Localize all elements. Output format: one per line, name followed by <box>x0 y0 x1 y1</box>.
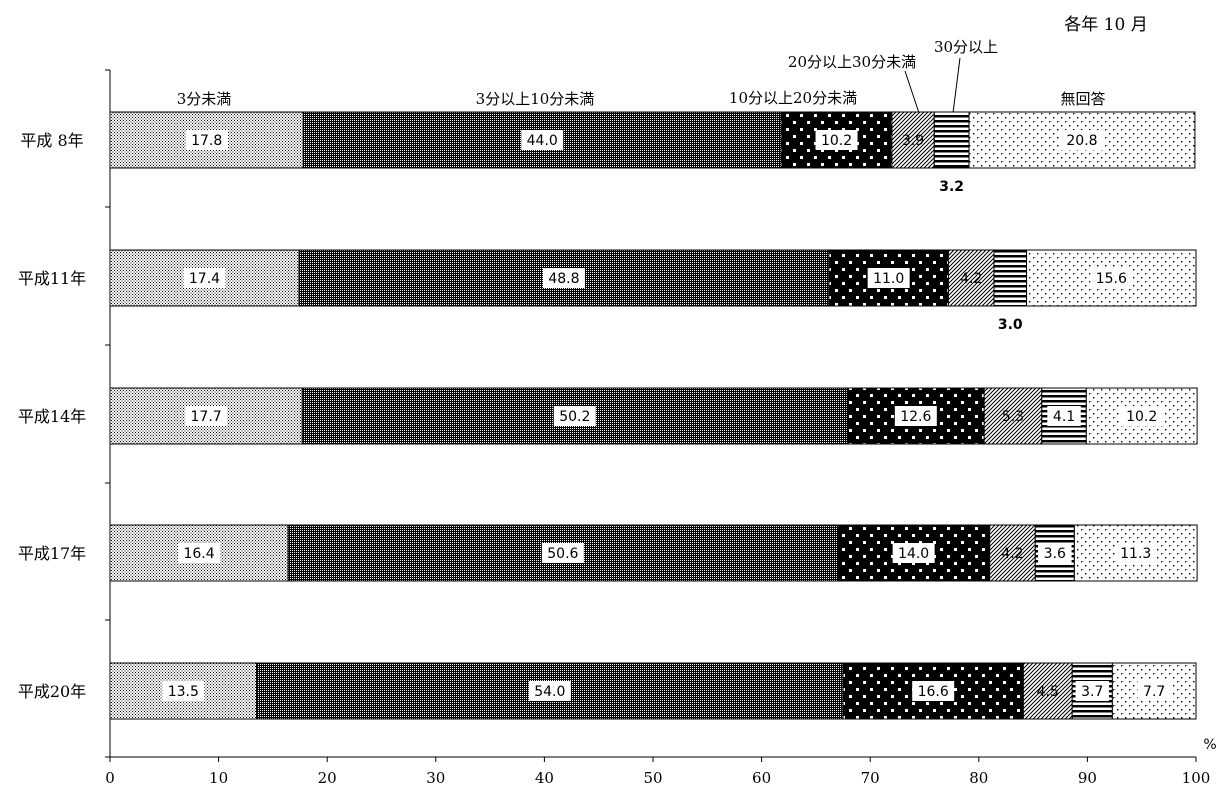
value-label-box <box>1075 681 1110 701</box>
value-label: 4.2 <box>960 271 982 287</box>
value-label: 13.5 <box>168 684 199 700</box>
value-label: 17.7 <box>191 409 222 425</box>
bar-row: 平成11年 17.4 48.8 11.0 4.2 3.0 15.6 <box>18 249 1197 333</box>
value-label: 50.2 <box>559 409 590 425</box>
leader-line-over-30min <box>952 57 961 114</box>
x-tick-label: 0 <box>105 769 115 787</box>
series-label-over-30min: 30分以上 <box>934 38 998 56</box>
bar-row: 平成 8年 17.8 44.0 10.2 3.9 3.2 20.8 <box>20 111 1196 195</box>
value-label-box <box>528 681 571 701</box>
value-label-box <box>162 681 205 701</box>
x-tick-label: 80 <box>969 769 988 787</box>
value-label: 12.6 <box>900 409 931 425</box>
value-label: 50.6 <box>547 546 578 562</box>
value-label-box <box>553 406 596 426</box>
category-label: 平成17年 <box>18 544 86 563</box>
bar-segment <box>933 111 970 169</box>
bar-segment <box>947 249 995 307</box>
value-label-box <box>1038 543 1072 563</box>
value-label-box <box>892 543 935 563</box>
value-label-box <box>894 406 937 426</box>
value-label: 4.2 <box>1001 546 1023 562</box>
bars-group: 平成 8年 17.8 44.0 10.2 3.9 3.2 20.8 平成11年 17.4 48.8… <box>18 111 1198 720</box>
value-label-box <box>1090 268 1133 288</box>
value-label: 48.8 <box>548 271 579 287</box>
bar-segment <box>302 111 782 169</box>
value-label: 10.2 <box>1126 409 1157 425</box>
bar-segment <box>1022 662 1073 720</box>
bar-segment <box>993 249 1028 307</box>
value-label-box <box>178 543 221 563</box>
value-label: 10.2 <box>821 133 852 149</box>
category-label: 平成 8年 <box>20 131 83 150</box>
value-label: 54.0 <box>534 684 565 700</box>
value-label: 3.2 <box>939 179 964 195</box>
value-label-box <box>541 543 584 563</box>
value-label-box <box>542 268 585 288</box>
chart-note: 各年 10 月 <box>1064 15 1147 35</box>
value-label: 11.3 <box>1120 546 1151 562</box>
x-tick-label: 50 <box>643 769 662 787</box>
value-label-box <box>1114 543 1157 563</box>
x-tick-label: 40 <box>535 769 554 787</box>
value-label-box <box>815 130 858 150</box>
value-label: 3.7 <box>1081 684 1103 700</box>
x-tick-label: 100 <box>1182 769 1211 787</box>
x-axis-unit: % <box>1203 737 1216 753</box>
x-tick-label: 70 <box>861 769 880 787</box>
axes-group: 0 10 20 30 40 50 60 70 80 90 100% <box>105 69 1217 787</box>
value-label: 16.6 <box>918 684 949 700</box>
bar-row: 平成20年 13.5 54.0 16.6 4.5 3.7 7.7 <box>18 662 1197 720</box>
series-label-under-3min: 3分未満 <box>177 90 232 108</box>
x-tick-label: 90 <box>1078 769 1097 787</box>
bar-segment <box>983 387 1043 445</box>
value-label: 3.9 <box>902 133 924 149</box>
category-label: 平成14年 <box>18 407 86 426</box>
bar-row: 平成17年 16.4 50.6 14.0 4.2 3.6 11.3 <box>18 524 1198 582</box>
value-label-box <box>183 268 226 288</box>
bar-row: 平成14年 17.7 50.2 12.6 5.3 4.1 10.2 <box>18 387 1198 445</box>
x-tick-label: 60 <box>752 769 771 787</box>
series-label-10-20min: 10分以上20分未満 <box>729 89 857 107</box>
series-label-3-10min: 3分以上10分未満 <box>476 90 595 108</box>
value-label-box <box>1047 406 1081 426</box>
value-label: 44.0 <box>527 133 558 149</box>
value-label: 5.3 <box>1002 409 1024 425</box>
value-label: 16.4 <box>183 546 214 562</box>
bar-segment <box>1073 524 1198 582</box>
bar-segment <box>109 524 289 582</box>
value-label: 14.0 <box>898 546 929 562</box>
series-label-no-answer: 無回答 <box>1060 90 1105 108</box>
x-tick-label: 10 <box>209 769 228 787</box>
value-label: 3.0 <box>998 317 1023 333</box>
value-label: 4.1 <box>1053 409 1075 425</box>
value-label: 20.8 <box>1066 133 1097 149</box>
value-label-box <box>1137 681 1171 701</box>
series-labels: 3分未満 3分以上10分未満 10分以上20分未満 20分以上30分未満 30分… <box>177 38 1106 114</box>
category-label: 平成11年 <box>18 269 86 288</box>
bar-segment <box>989 524 1036 582</box>
value-label-box <box>1060 130 1103 150</box>
value-label-box <box>185 130 228 150</box>
leader-line-20-30min <box>904 70 920 114</box>
value-label: 17.4 <box>189 271 220 287</box>
x-tick-label: 20 <box>318 769 337 787</box>
value-label-box <box>1120 406 1163 426</box>
x-tick-label: 30 <box>426 769 445 787</box>
series-label-20-30min: 20分以上30分未満 <box>788 53 916 71</box>
value-label: 3.6 <box>1044 546 1066 562</box>
value-label: 15.6 <box>1096 271 1127 287</box>
value-label: 7.7 <box>1143 684 1165 700</box>
value-label: 17.8 <box>191 133 222 149</box>
value-label-box <box>185 406 228 426</box>
value-label-box <box>867 268 910 288</box>
category-label: 平成20年 <box>18 682 86 701</box>
value-label-box <box>521 130 564 150</box>
value-label: 11.0 <box>873 271 904 287</box>
value-label: 4.5 <box>1037 684 1059 700</box>
value-label-box <box>912 681 955 701</box>
